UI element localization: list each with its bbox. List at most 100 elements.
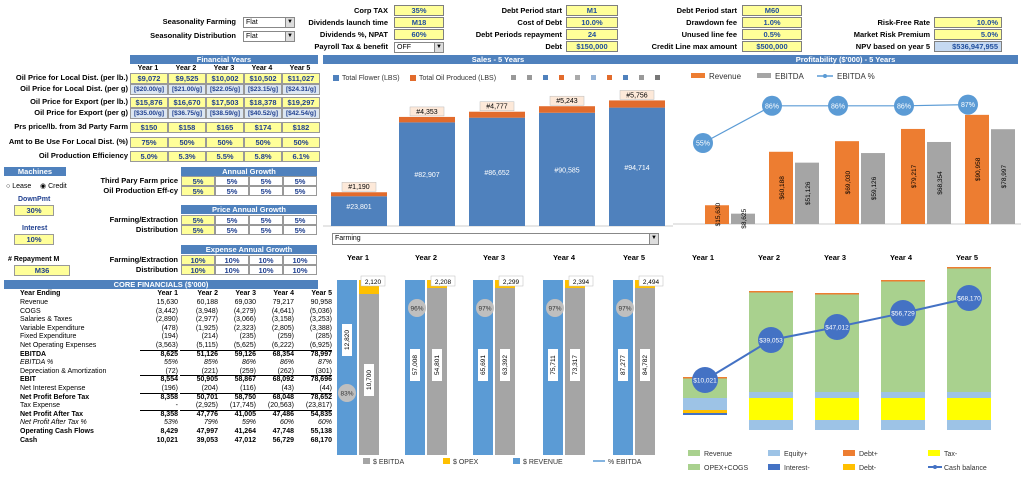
- growth-value-cell[interactable]: 5%: [249, 176, 283, 186]
- lease-radio[interactable]: ○ Lease: [6, 182, 31, 191]
- financial-value-cell[interactable]: $165: [206, 122, 244, 133]
- financial-value-cell[interactable]: 50%: [282, 137, 320, 148]
- growth-value-cell[interactable]: 10%: [181, 255, 215, 265]
- financial-value-cell[interactable]: $182: [282, 122, 320, 133]
- oil-bar: [539, 106, 595, 113]
- core-value: (3,948): [195, 307, 218, 315]
- financial-value-cell[interactable]: 5.3%: [168, 151, 206, 162]
- oil-label-box: [409, 106, 445, 117]
- core-value: (204): [180, 385, 218, 394]
- growth-value-cell[interactable]: 5%: [215, 186, 249, 196]
- debt-start2-field[interactable]: M60: [742, 5, 802, 16]
- growth-value-cell[interactable]: 5%: [249, 215, 283, 225]
- growth-value-cell[interactable]: 5%: [283, 225, 317, 235]
- growth-value-cell[interactable]: 5%: [215, 225, 249, 235]
- year-header: Year 3: [213, 65, 235, 72]
- growth-value-cell[interactable]: 5%: [181, 186, 215, 196]
- financial-value-cell[interactable]: 50%: [244, 137, 282, 148]
- financial-value-cell[interactable]: $18,378: [244, 97, 282, 108]
- ebitda-pct-label: 55%: [696, 141, 710, 148]
- legend-label: $ OPEX: [453, 459, 479, 466]
- ebitda-bar: [861, 153, 885, 224]
- financial-value-cell[interactable]: $10,502: [244, 73, 282, 84]
- legend-label: Revenue: [704, 451, 732, 458]
- core-value: 78,652: [310, 393, 332, 401]
- oil-label: #5,243: [556, 98, 578, 105]
- growth-value-cell[interactable]: 10%: [215, 265, 249, 275]
- core-value: 68,092: [272, 376, 294, 384]
- financial-value-cell[interactable]: 5.5%: [206, 151, 244, 162]
- financial-value-cell[interactable]: 75%: [130, 137, 168, 148]
- financial-value-cell[interactable]: $10,002: [206, 73, 244, 84]
- div-launch-field[interactable]: M18: [394, 17, 444, 28]
- core-row-label: Net Profit After Tax: [20, 410, 84, 418]
- cost-debt-field[interactable]: 10.0%: [566, 17, 618, 28]
- financial-value-cell: [$35.00/g]: [130, 108, 168, 119]
- growth-value-cell[interactable]: 5%: [181, 176, 215, 186]
- financial-value-cell[interactable]: 5.8%: [244, 151, 282, 162]
- growth-value-cell[interactable]: 5%: [283, 215, 317, 225]
- financial-value-cell[interactable]: 50%: [206, 137, 244, 148]
- credit-radio[interactable]: ◉ Credit: [40, 182, 67, 191]
- debt-repay-field[interactable]: 24: [566, 29, 618, 40]
- debt-start-field[interactable]: M1: [566, 5, 618, 16]
- financial-value-cell[interactable]: $15,876: [130, 97, 168, 108]
- growth-value-cell[interactable]: 5%: [283, 186, 317, 196]
- downpmt-field[interactable]: 30%: [14, 205, 54, 216]
- financial-value-cell[interactable]: 6.1%: [282, 151, 320, 162]
- core-row-label: Salaries & Taxes: [20, 316, 73, 324]
- opex-bar: [881, 392, 925, 398]
- growth-value-cell[interactable]: 5%: [283, 176, 317, 186]
- growth-value-cell[interactable]: 5%: [215, 215, 249, 225]
- financial-value-cell[interactable]: $16,670: [168, 97, 206, 108]
- seasonality-farming-select[interactable]: Flat ▼: [243, 17, 295, 28]
- growth-value-cell[interactable]: 5%: [181, 225, 215, 235]
- debt-field[interactable]: $150,000: [566, 41, 618, 52]
- flower-bar: [539, 112, 595, 226]
- sales-chart-dropdown[interactable]: Farming ▼: [332, 233, 659, 245]
- financial-value-cell[interactable]: $11,027: [282, 73, 320, 84]
- div-npat-field[interactable]: 60%: [394, 29, 444, 40]
- payroll-select[interactable]: OFF ▼: [394, 42, 444, 53]
- growth-value-cell[interactable]: 10%: [215, 255, 249, 265]
- growth-value-cell[interactable]: 10%: [283, 255, 317, 265]
- year-label: Year 3: [824, 253, 846, 262]
- financial-value-cell[interactable]: $174: [244, 122, 282, 133]
- tax-bar: [881, 398, 925, 420]
- financial-value-cell[interactable]: 5.0%: [130, 151, 168, 162]
- seasonality-distribution-select[interactable]: Flat ▼: [243, 31, 295, 42]
- financial-value-cell[interactable]: $9,525: [168, 73, 206, 84]
- core-row-label: EBIT: [20, 376, 36, 384]
- core-value: 68,048: [272, 393, 294, 401]
- financial-value-cell[interactable]: $158: [168, 122, 206, 133]
- equity-bar: [815, 293, 859, 295]
- rf-field[interactable]: 10.0%: [934, 17, 1002, 28]
- repay-field[interactable]: M36: [14, 265, 70, 276]
- mrp-field[interactable]: 5.0%: [934, 29, 1002, 40]
- financial-value-cell[interactable]: $17,503: [206, 97, 244, 108]
- interest-field[interactable]: 10%: [14, 234, 54, 245]
- financial-value-cell[interactable]: $9,072: [130, 73, 168, 84]
- financial-value-cell[interactable]: $19,297: [282, 97, 320, 108]
- interest-bar: [683, 413, 727, 415]
- legend-label: $ REVENUE: [523, 459, 563, 466]
- growth-value-cell[interactable]: 5%: [181, 215, 215, 225]
- growth-value-cell[interactable]: 5%: [249, 225, 283, 235]
- cash-balance-label: $56,729: [891, 311, 915, 318]
- revenue-label: 57,008: [412, 355, 419, 375]
- unused-field[interactable]: 0.5%: [742, 29, 802, 40]
- drawdown-field[interactable]: 1.0%: [742, 17, 802, 28]
- growth-value-cell[interactable]: 10%: [249, 265, 283, 275]
- growth-value-cell[interactable]: 5%: [215, 176, 249, 186]
- growth-value-cell[interactable]: 10%: [249, 255, 283, 265]
- core-value: (5,036): [309, 307, 332, 315]
- credit-field[interactable]: $500,000: [742, 41, 802, 52]
- growth-value-cell[interactable]: 5%: [249, 186, 283, 196]
- financial-value-cell[interactable]: 50%: [168, 137, 206, 148]
- ebitda-bar: [991, 129, 1015, 224]
- cash-balance-point: [956, 285, 982, 311]
- growth-value-cell[interactable]: 10%: [283, 265, 317, 275]
- growth-value-cell[interactable]: 10%: [181, 265, 215, 275]
- corp-tax-field[interactable]: 35%: [394, 5, 444, 16]
- financial-value-cell[interactable]: $150: [130, 122, 168, 133]
